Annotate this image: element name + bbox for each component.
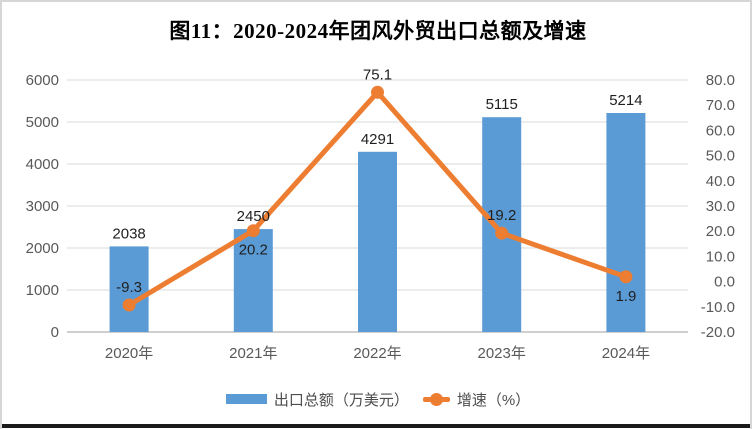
legend-item-growth: 增速（%） xyxy=(422,389,531,410)
y-axis-right-tick: 10.0 xyxy=(706,248,735,265)
bar xyxy=(606,113,646,332)
bar xyxy=(109,246,149,332)
bar xyxy=(233,229,273,332)
line-marker xyxy=(619,270,633,284)
line-swatch-marker-icon xyxy=(429,392,443,406)
y-axis-right-tick: 30.0 xyxy=(706,198,735,215)
y-axis-left-tick: 2000 xyxy=(26,240,59,257)
x-axis-tick: 2023年 xyxy=(478,345,526,362)
bar-series-swatch xyxy=(225,394,267,404)
line-series-swatch xyxy=(422,392,450,406)
bar-data-label: 2038 xyxy=(112,225,145,242)
line-marker xyxy=(122,298,136,312)
line-data-label: 75.1 xyxy=(363,66,392,83)
x-axis-tick: 2022年 xyxy=(353,345,401,362)
line-marker xyxy=(495,226,509,240)
x-axis-tick: 2021年 xyxy=(229,345,277,362)
line-data-label: 1.9 xyxy=(615,288,636,305)
y-axis-left-tick: 4000 xyxy=(26,156,59,173)
y-axis-right-tick: 60.0 xyxy=(706,122,735,139)
y-axis-left-tick: 0 xyxy=(51,324,59,341)
y-axis-right-tick: 70.0 xyxy=(706,97,735,114)
y-axis-right-tick: -10.0 xyxy=(701,299,735,316)
y-axis-right-tick: 80.0 xyxy=(706,72,735,89)
y-axis-left-tick: 3000 xyxy=(26,198,59,215)
bar-data-label: 5214 xyxy=(609,92,642,109)
bar-data-label: 5115 xyxy=(486,96,518,113)
bar-data-label: 2450 xyxy=(237,208,270,225)
bar xyxy=(482,117,522,332)
legend-label-growth: 增速（%） xyxy=(456,391,531,409)
bottom-border-rule xyxy=(2,424,750,428)
y-axis-right-tick: 0.0 xyxy=(714,274,735,291)
y-axis-left-tick: 5000 xyxy=(26,114,59,131)
legend-item-exports: 出口总额（万美元） xyxy=(225,389,409,410)
legend-label-exports: 出口总额（万美元） xyxy=(273,391,409,409)
line-data-label: 19.2 xyxy=(487,207,516,224)
line-data-label: 20.2 xyxy=(239,242,268,259)
y-axis-right-tick: 20.0 xyxy=(706,223,735,240)
line-marker xyxy=(246,224,260,238)
chart-plot-area: 0 1000 2000 3000 4000 5000 6000 -20.0 -10.0 0.0 10… xyxy=(26,66,735,362)
bar xyxy=(358,151,397,332)
line-marker xyxy=(371,85,384,99)
y-axis-left-tick: 6000 xyxy=(26,72,59,89)
y-axis-right-tick: 50.0 xyxy=(706,148,735,165)
chart-title: 图11：2020-2024年团风外贸出口总额及增速 xyxy=(169,19,587,43)
y-axis-right-tick: -20.0 xyxy=(701,324,735,341)
y-axis-right-tick: 40.0 xyxy=(706,173,735,190)
y-axis-left-tick: 1000 xyxy=(26,282,59,299)
x-axis-tick: 2020年 xyxy=(105,345,153,362)
bar-data-label: 4291 xyxy=(361,131,394,148)
line-data-label: -9.3 xyxy=(116,279,142,296)
x-axis-tick: 2024年 xyxy=(602,345,650,362)
legend: 出口总额（万美元） 增速（%） xyxy=(2,388,750,410)
